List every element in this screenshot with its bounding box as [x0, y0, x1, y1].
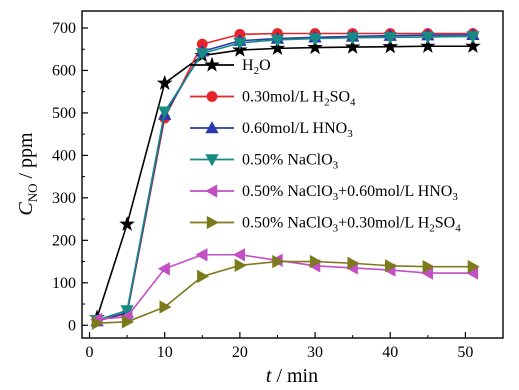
- x-tick-label: 10: [157, 344, 173, 361]
- x-tick-label: 20: [232, 344, 248, 361]
- legend-label: 0.50% NaClO3+0.30mol/L H2SO4: [242, 215, 461, 235]
- data-point: [91, 316, 104, 330]
- series-2: [91, 28, 479, 327]
- legend-entry: 0.60mol/L HNO3: [190, 120, 353, 140]
- data-point: [269, 40, 286, 56]
- data-point: [195, 248, 208, 262]
- y-tick-label: 300: [52, 190, 76, 207]
- data-point: [419, 38, 436, 53]
- legend: H2O 0.30mol/L H2SO4 0.60mol/L HNO3 0.50% Na…: [190, 56, 461, 235]
- series-line: [96, 33, 473, 322]
- data-point: [120, 305, 134, 318]
- data-point: [272, 254, 285, 269]
- y-tick-label: 0: [68, 317, 76, 334]
- data-point: [345, 32, 360, 45]
- data-point: [233, 248, 246, 262]
- x-tick-label: 40: [382, 344, 398, 361]
- legend-marker: [204, 56, 220, 72]
- data-point: [197, 269, 210, 284]
- data-point: [121, 315, 134, 329]
- series-3: [90, 27, 480, 327]
- legend-entry: 0.50% NaClO3+0.30mol/L H2SO4: [190, 215, 461, 235]
- series-line: [96, 45, 473, 318]
- legend-marker: [206, 215, 219, 230]
- data-point: [344, 38, 361, 54]
- legend-entry: 0.50% NaClO3: [190, 152, 339, 172]
- data-point: [465, 38, 481, 53]
- legend-label: 0.30mol/L H2SO4: [242, 89, 356, 109]
- series-1: [89, 38, 481, 325]
- data-point: [156, 74, 173, 90]
- data-point: [119, 215, 135, 231]
- legend-entry: H2O: [190, 56, 271, 77]
- legend-marker: [205, 121, 219, 134]
- x-axis-title: t / min: [266, 365, 318, 387]
- legend-marker: [205, 154, 219, 167]
- data-point: [309, 254, 322, 269]
- legend-entry: 0.30mol/L H2SO4: [190, 89, 356, 109]
- legend-marker: [205, 184, 218, 198]
- data-point: [233, 37, 247, 50]
- x-tick-label: 50: [457, 344, 473, 361]
- series-line: [97, 260, 473, 324]
- series-layer: [89, 27, 481, 330]
- data-point: [234, 258, 247, 273]
- legend-label: 0.60mol/L HNO3: [242, 120, 353, 140]
- data-point: [158, 106, 172, 119]
- legend-label: 0.50% NaClO3+0.60mol/L HNO3: [242, 183, 458, 203]
- legend-marker: [206, 91, 218, 102]
- legend-entry: 0.50% NaClO3+0.60mol/L HNO3: [190, 183, 458, 203]
- y-tick-label: 700: [52, 20, 76, 37]
- series-6: [91, 254, 480, 330]
- y-tick-label: 400: [52, 147, 76, 164]
- data-point: [466, 31, 480, 44]
- y-axis: 0 100 200 300 400 500 600 700: [52, 20, 88, 334]
- y-tick-label: 500: [52, 105, 76, 122]
- data-point: [383, 32, 397, 45]
- data-point: [157, 262, 170, 276]
- x-tick-label: 0: [86, 344, 94, 361]
- data-point: [307, 39, 323, 55]
- data-point: [385, 259, 398, 273]
- data-point: [467, 259, 480, 274]
- y-tick-label: 100: [52, 275, 76, 292]
- x-tick-label: 30: [307, 344, 323, 361]
- legend-label: 0.50% NaClO3: [242, 152, 339, 172]
- x-axis: 0 10 20 30 40 50: [86, 332, 473, 361]
- plot-frame: [81, 10, 504, 339]
- data-point: [195, 48, 209, 61]
- data-point: [270, 34, 285, 47]
- data-point: [308, 33, 322, 46]
- y-tick-label: 200: [52, 232, 76, 249]
- series-line: [96, 253, 473, 321]
- y-axis-title: CNO / ppm: [15, 132, 40, 216]
- data-point: [421, 31, 435, 44]
- data-point: [347, 256, 360, 270]
- y-tick-label: 600: [52, 62, 76, 79]
- data-point: [159, 300, 172, 314]
- data-point: [422, 259, 435, 274]
- series-4: [90, 31, 480, 327]
- data-point: [382, 38, 399, 54]
- legend-label: H2O: [242, 57, 271, 77]
